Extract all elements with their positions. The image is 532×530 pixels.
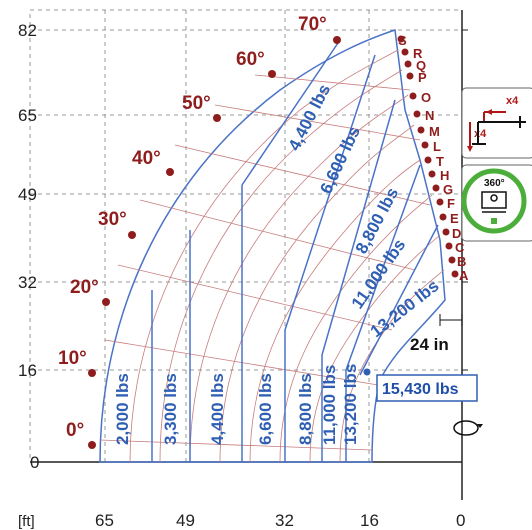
seg-P: P	[418, 70, 427, 85]
diag-border-5	[359, 224, 439, 376]
x-tick-32: 32	[275, 511, 294, 530]
ray-30	[139, 199, 416, 271]
seg-M: M	[429, 124, 440, 139]
x-tick-labels: [ft] 65 49 32 16 0	[18, 511, 465, 530]
zone-label-13200-v: 13,200 lbs	[341, 364, 360, 445]
x-tick-16: 16	[360, 511, 379, 530]
arc-8	[339, 269, 445, 463]
y-tick-0: 0	[30, 453, 39, 472]
zone-labels-vertical: 2,000 lbs 3,300 lbs 4,400 lbs 6,600 lbs …	[113, 364, 360, 445]
max-load-point	[363, 368, 371, 376]
arc-2	[159, 69, 403, 463]
retraction-count-label: x4	[474, 128, 487, 140]
rotation-icon	[453, 420, 483, 436]
y-tick-65: 65	[18, 106, 37, 125]
angle-label-60: 60°	[236, 49, 265, 70]
arc-5	[249, 159, 421, 463]
arc-7	[309, 234, 441, 463]
seg-O: O	[421, 90, 431, 105]
seg-F: F	[447, 196, 455, 211]
load-envelope	[99, 28, 446, 463]
side-panel-rotation: 360°	[461, 164, 532, 242]
y-tick-49: 49	[18, 185, 37, 204]
ray-60	[254, 74, 411, 91]
zone-label-11000-v: 11,000 lbs	[320, 365, 339, 445]
ray-40	[174, 144, 431, 206]
diag-border-4	[345, 164, 421, 371]
y-tick-16: 16	[18, 361, 37, 380]
zone-label-2000: 2,000 lbs	[113, 373, 132, 445]
ray-0	[99, 439, 373, 451]
side-panel-extension: x4 x4	[461, 87, 532, 159]
max-load-label: 15,430 lbs	[382, 381, 459, 398]
angle-label-30: 30°	[98, 209, 127, 230]
angle-label-10: 10°	[58, 348, 87, 369]
boom-segment-markers: S R Q P O N M L T H G F E D C B A	[397, 33, 469, 283]
seg-E: E	[450, 211, 459, 226]
y-tick-labels: 82 65 49 32 16 0	[18, 21, 39, 472]
max-load: 15,430 lbs	[363, 368, 478, 402]
angle-label-20: 20°	[70, 277, 99, 298]
seg-N: N	[425, 108, 434, 123]
max-load-badge	[376, 374, 478, 402]
offset-dimension: 24 in	[410, 314, 463, 354]
ray-20	[117, 264, 393, 331]
extension-count-label: x4	[506, 95, 519, 107]
y-tick-82: 82	[18, 21, 37, 40]
offset-label: 24 in	[410, 335, 449, 354]
zone-label-6600-v: 6,600 lbs	[256, 373, 275, 445]
diag-border-3	[321, 99, 396, 356]
x-tick-0: 0	[456, 511, 465, 530]
x-tick-65: 65	[95, 511, 114, 530]
seg-L: L	[433, 139, 441, 154]
zone-label-4400-d: 4,400 lbs	[285, 81, 335, 154]
seg-C: C	[455, 240, 465, 255]
seg-S: S	[398, 33, 407, 48]
diag-border-2	[284, 54, 376, 331]
seg-G: G	[443, 182, 453, 197]
rotation-degree-label: 360°	[484, 178, 505, 189]
angle-label-70: 70°	[298, 14, 327, 35]
unit-label: [ft]	[18, 513, 35, 530]
diag-border-1	[241, 39, 341, 186]
seg-T: T	[436, 154, 444, 169]
zone-label-4400-v: 4,400 lbs	[208, 373, 227, 445]
arc-1	[129, 49, 399, 463]
y-tick-32: 32	[18, 273, 37, 292]
arc-4	[219, 124, 415, 463]
angle-label-0: 0°	[66, 420, 84, 441]
zone-label-3300: 3,300 lbs	[161, 373, 180, 445]
zone-label-6600-d: 6,600 lbs	[316, 124, 364, 197]
seg-R: R	[413, 46, 423, 61]
angle-markers: 70° 60° 50° 40° 30° 20° 10° 0°	[58, 14, 341, 449]
seg-D: D	[452, 226, 461, 241]
seg-H: H	[440, 168, 449, 183]
seg-Q: Q	[416, 58, 426, 73]
angle-label-40: 40°	[132, 148, 161, 169]
zone-label-8800-v: 8,800 lbs	[296, 373, 315, 445]
arc-6	[279, 194, 433, 463]
x-tick-49: 49	[176, 511, 195, 530]
seg-B: B	[457, 254, 466, 269]
arc-3	[189, 94, 409, 463]
seg-A: A	[459, 268, 469, 283]
angle-label-50: 50°	[182, 93, 211, 114]
